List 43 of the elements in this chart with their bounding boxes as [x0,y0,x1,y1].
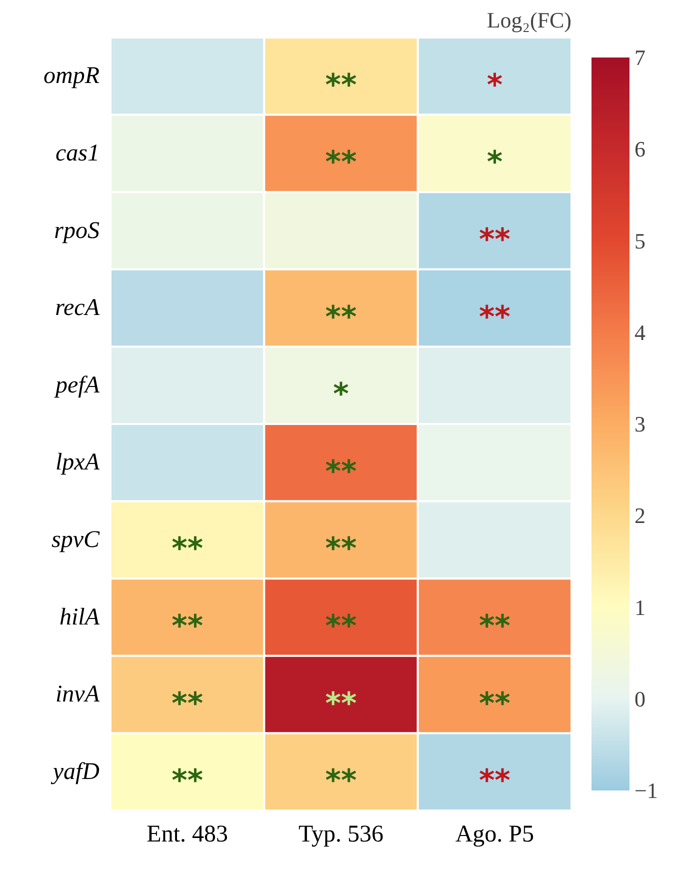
data-label: ** [325,686,357,722]
data-label: ** [478,686,511,722]
y-tick-label: lpxA [56,450,100,476]
data-label: ** [325,532,357,567]
x-tick-label: Ago. P5 [455,822,534,848]
color-bar-label: 5 [634,228,646,254]
color-bar-label: 7 [634,45,646,70]
data-label: ** [478,764,511,799]
data-label: * [333,377,350,412]
y-tick-label: recA [55,295,100,322]
y-tick-label: ompR [44,63,100,90]
data-label: ** [325,609,357,644]
y-tick-label: spvC [52,526,100,553]
color-bar-label: −1 [634,778,658,803]
data-label: ** [478,609,511,644]
color-bar-label: 3 [634,412,646,436]
y-tick-label: pefA [54,372,100,398]
color-bar-label: 0 [634,686,646,712]
data-label: ** [325,68,357,103]
y-tick-label: invA [56,682,100,708]
data-label: ** [478,300,511,335]
y-tick-label: hilA [60,604,100,630]
y-tick-label: yafD [50,758,100,785]
data-label: ** [172,532,204,567]
data-label: ** [325,300,357,335]
x-tick-label: Ent. 483 [146,822,228,848]
data-label: ** [172,764,204,799]
color-bar-label: 4 [634,320,646,345]
data-label: ** [172,686,204,722]
y-tick-label: cas1 [56,140,100,166]
color-bar-label: 2 [634,503,646,528]
color-bar-label: 1 [634,594,646,620]
data-label: ** [325,145,357,180]
data-label: * [486,68,503,103]
data-label: ** [325,764,357,799]
color-bar-label: 6 [634,136,646,162]
data-label: ** [172,609,204,644]
color-bar-title: Log₂(FC) [486,8,572,32]
x-tick-label: Typ. 536 [298,822,384,848]
data-label: ** [325,454,357,490]
y-tick-label: rpoS [54,218,100,244]
data-label: * [486,145,503,180]
data-label: ** [478,222,511,258]
